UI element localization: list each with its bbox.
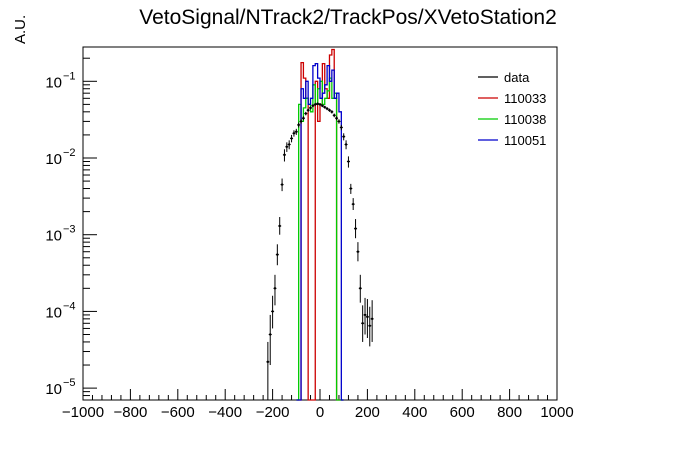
series-110051-histogram [296, 62, 344, 401]
x-tick-label: −800 [114, 404, 148, 421]
chart-title: VetoSignal/NTrack2/TrackPos/XVetoStation… [139, 6, 557, 29]
y-tick-exponent: −1 [63, 70, 76, 82]
y-tick-label: 10 [45, 381, 62, 398]
y-tick-label: 10 [45, 228, 62, 245]
data-point [356, 250, 360, 253]
x-tick-label: −200 [256, 404, 290, 421]
data-point [330, 110, 334, 114]
data-point [280, 183, 284, 186]
x-tick-label: −600 [161, 404, 195, 421]
data-point [302, 117, 305, 120]
data-point [273, 287, 277, 290]
data-point [309, 106, 312, 110]
data-point [306, 108, 310, 112]
legend-label-110033: 110033 [504, 91, 546, 106]
data-point [363, 313, 367, 317]
y-tick-exponent: −2 [63, 147, 76, 159]
y-tick-exponent: −3 [63, 224, 76, 236]
y-tick-exponent: −4 [63, 300, 76, 312]
data-point [337, 120, 341, 123]
data-point [342, 135, 345, 138]
data-point [278, 224, 281, 228]
data-point [285, 145, 289, 148]
data-point [368, 324, 371, 327]
data-point [318, 103, 322, 106]
data-point [340, 126, 343, 129]
x-tick-label: 400 [402, 404, 427, 421]
x-tick-label: −400 [208, 404, 242, 421]
data-point [290, 137, 293, 140]
data-point [359, 287, 362, 290]
data-point [311, 104, 315, 107]
data-point [354, 227, 357, 230]
data-point [295, 130, 298, 133]
data-point [269, 333, 272, 336]
legend-label-data: data [504, 70, 530, 85]
data-point [276, 253, 279, 256]
y-tick-label: 10 [45, 151, 62, 168]
x-tick-label: −1000 [62, 404, 104, 421]
legend-label-110051: 110051 [504, 133, 546, 148]
data-point [351, 202, 355, 206]
x-tick-label: 800 [497, 404, 522, 421]
data-point [271, 310, 274, 313]
data-point [266, 360, 270, 364]
data-point [333, 114, 336, 117]
data-point [321, 104, 324, 107]
data-point [344, 143, 348, 146]
plot-frame [82, 46, 558, 401]
y-tick-exponent: −5 [63, 377, 76, 389]
data-point [299, 120, 303, 123]
data-point [325, 107, 329, 110]
y-tick-label: 10 [45, 74, 62, 91]
x-tick-label: 1000 [540, 404, 573, 421]
y-tick-label: 10 [45, 304, 62, 321]
data-point [292, 132, 296, 135]
data-point [297, 123, 300, 127]
x-tick-label: 0 [316, 404, 324, 421]
series-110038-histogram [296, 77, 344, 401]
x-tick-label: 200 [355, 404, 380, 421]
data-point [349, 187, 353, 190]
data-point [314, 103, 317, 106]
data-point [328, 108, 331, 112]
data-point [283, 153, 286, 157]
data-point [316, 102, 319, 105]
data-point [361, 322, 364, 325]
x-tick-label: 600 [450, 404, 475, 421]
data-point [335, 117, 338, 120]
data-point [323, 105, 326, 109]
data-point [366, 315, 369, 319]
data-point [370, 317, 374, 321]
legend-label-110038: 110038 [504, 112, 546, 127]
data-point [304, 112, 307, 115]
data-point [287, 143, 291, 146]
data-point [347, 160, 350, 163]
